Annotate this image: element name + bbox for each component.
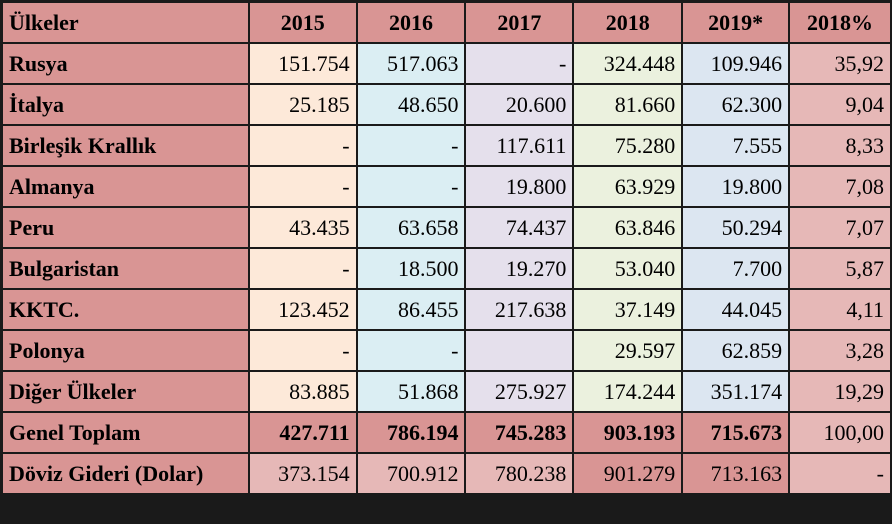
total-2016: 786.194 [355, 411, 467, 454]
value-2018: 63.846 [572, 206, 684, 249]
header-countries: Ülkeler [1, 1, 250, 44]
value-2019: 351.174 [681, 370, 791, 413]
value-2016: 86.455 [355, 288, 467, 331]
value-2016: - [355, 124, 467, 167]
value-2016: 51.868 [355, 370, 467, 413]
value-percent: 4,11 [788, 288, 892, 331]
value-2015: 43.435 [247, 206, 358, 249]
value-percent: 5,87 [788, 247, 892, 290]
value-2015: 151.754 [247, 42, 358, 85]
value-2018: 75.280 [572, 124, 684, 167]
value-2019: 62.300 [681, 83, 791, 126]
total-2019: 715.673 [681, 411, 791, 454]
value-2018: 37.149 [572, 288, 684, 331]
header-2019: 2019* [681, 1, 791, 44]
value-2019: 7.700 [681, 247, 791, 290]
header-2018-percent: 2018% [788, 1, 892, 44]
country-name: Diğer Ülkeler [1, 370, 250, 413]
table-row: Bulgaristan - 18.500 19.270 53.040 7.700… [1, 247, 892, 290]
country-name: Almanya [1, 165, 250, 208]
value-2017: - [464, 42, 575, 85]
value-2017: 275.927 [464, 370, 575, 413]
value-2016: 517.063 [355, 42, 467, 85]
value-2018: 174.244 [572, 370, 684, 413]
export-table: Ülkeler 2015 2016 2017 2018 2019* 2018% … [1, 1, 892, 495]
fx-2019: 713.163 [681, 452, 791, 495]
fx-label: Döviz Gideri (Dolar) [1, 452, 250, 495]
value-2019: 50.294 [681, 206, 791, 249]
country-name: Polonya [1, 329, 250, 372]
country-name: KKTC. [1, 288, 250, 331]
fx-row: Döviz Gideri (Dolar) 373.154 700.912 780… [1, 452, 892, 495]
header-2017: 2017 [464, 1, 575, 44]
value-2015: 83.885 [247, 370, 358, 413]
value-2017: 217.638 [464, 288, 575, 331]
value-2018: 29.597 [572, 329, 684, 372]
fx-percent: - [788, 452, 892, 495]
value-2018: 63.929 [572, 165, 684, 208]
header-2015: 2015 [247, 1, 358, 44]
value-2015: - [247, 165, 358, 208]
total-label: Genel Toplam [1, 411, 250, 454]
total-percent: 100,00 [788, 411, 892, 454]
table-row: KKTC. 123.452 86.455 217.638 37.149 44.0… [1, 288, 892, 331]
value-percent: 19,29 [788, 370, 892, 413]
value-2016: - [355, 329, 467, 372]
header-2016: 2016 [355, 1, 467, 44]
value-2017: 19.270 [464, 247, 575, 290]
country-name: İtalya [1, 83, 250, 126]
fx-2016: 700.912 [355, 452, 467, 495]
value-2019: 44.045 [681, 288, 791, 331]
value-2019: 7.555 [681, 124, 791, 167]
table-row: Peru 43.435 63.658 74.437 63.846 50.294 … [1, 206, 892, 249]
table-row: Birleşik Krallık - - 117.611 75.280 7.55… [1, 124, 892, 167]
country-name: Rusya [1, 42, 250, 85]
table-row: Diğer Ülkeler 83.885 51.868 275.927 174.… [1, 370, 892, 413]
value-2018: 324.448 [572, 42, 684, 85]
total-row: Genel Toplam 427.711 786.194 745.283 903… [1, 411, 892, 454]
value-2015: 123.452 [247, 288, 358, 331]
value-2017: 20.600 [464, 83, 575, 126]
fx-2018: 901.279 [572, 452, 684, 495]
table-row: Polonya - - 29.597 62.859 3,28 [1, 329, 892, 372]
value-2015: - [247, 329, 358, 372]
table-row: Rusya 151.754 517.063 - 324.448 109.946 … [1, 42, 892, 85]
value-2017: 19.800 [464, 165, 575, 208]
fx-2017: 780.238 [464, 452, 575, 495]
total-2018: 903.193 [572, 411, 684, 454]
header-2018: 2018 [572, 1, 684, 44]
value-2016: - [355, 165, 467, 208]
value-2017 [464, 329, 575, 372]
value-2016: 63.658 [355, 206, 467, 249]
value-2017: 117.611 [464, 124, 575, 167]
total-2015: 427.711 [247, 411, 358, 454]
header-row: Ülkeler 2015 2016 2017 2018 2019* 2018% [1, 1, 892, 44]
value-2018: 81.660 [572, 83, 684, 126]
country-name: Birleşik Krallık [1, 124, 250, 167]
value-2015: - [247, 247, 358, 290]
value-percent: 8,33 [788, 124, 892, 167]
total-2017: 745.283 [464, 411, 575, 454]
value-percent: 7,07 [788, 206, 892, 249]
country-name: Bulgaristan [1, 247, 250, 290]
value-2016: 48.650 [355, 83, 467, 126]
value-2015: - [247, 124, 358, 167]
fx-2015: 373.154 [247, 452, 358, 495]
value-2019: 109.946 [681, 42, 791, 85]
table-row: İtalya 25.185 48.650 20.600 81.660 62.30… [1, 83, 892, 126]
value-2016: 18.500 [355, 247, 467, 290]
country-name: Peru [1, 206, 250, 249]
value-2017: 74.437 [464, 206, 575, 249]
value-2019: 19.800 [681, 165, 791, 208]
value-percent: 9,04 [788, 83, 892, 126]
value-percent: 35,92 [788, 42, 892, 85]
value-2019: 62.859 [681, 329, 791, 372]
value-percent: 3,28 [788, 329, 892, 372]
table-row: Almanya - - 19.800 63.929 19.800 7,08 [1, 165, 892, 208]
value-percent: 7,08 [788, 165, 892, 208]
value-2015: 25.185 [247, 83, 358, 126]
value-2018: 53.040 [572, 247, 684, 290]
